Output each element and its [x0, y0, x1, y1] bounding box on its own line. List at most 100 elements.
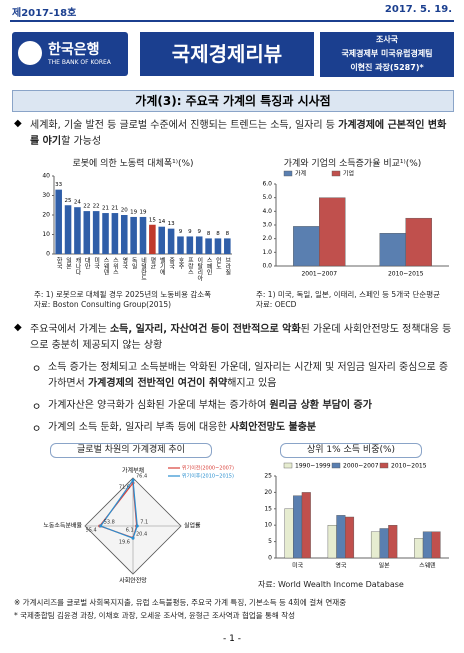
legend-label: 1990~1999 [295, 463, 331, 470]
radar-point [131, 478, 135, 482]
bullet: ◆ [14, 322, 22, 333]
value-label: 55.4 [86, 528, 97, 534]
bar [130, 216, 137, 254]
y-tick-label: 15 [264, 505, 272, 512]
value-label: 20 [121, 208, 128, 214]
radar-point [135, 524, 139, 528]
paragraph: 주요국에서 가계는 소득, 일자리, 자산여건 등이 전반적으로 악화된 가운데… [30, 322, 452, 354]
value-label: 22 [83, 204, 90, 210]
chart-notes: 주: 1) 미국, 독일, 일본, 이태리, 스페인 등 5개국 단순평균 자료:… [256, 290, 440, 310]
sub-bullet: ㅇ [32, 424, 42, 435]
bar [149, 224, 156, 254]
value-label: 6.1 [126, 528, 134, 534]
x-tick-label: 네덜란드 [140, 256, 147, 281]
y-tick-label: 20 [264, 489, 272, 496]
footnote: * 국제종합팀 김윤경 과장, 이채호 과장, 오세윤 조사역, 윤형근 조사역… [14, 611, 296, 620]
x-tick-label: 호주 [177, 257, 184, 270]
page-number: - 1 - [223, 634, 241, 644]
y-tick-label: 2.0 [262, 235, 272, 242]
x-tick-label: 캐나다 [74, 256, 81, 276]
value-label: 9 [179, 229, 183, 235]
chart-title: 상위 1% 소득 비중(%) [280, 443, 422, 458]
bar [293, 495, 303, 559]
legend-swatch [331, 170, 341, 177]
note: 자료: Boston Consulting Group(2015) [34, 300, 172, 309]
legend-label: 가계 [295, 170, 306, 178]
bar [336, 515, 346, 559]
bar [293, 226, 320, 267]
value-label: 13 [168, 221, 175, 227]
radar-point [131, 536, 135, 540]
text: 된 가운데 사회안전망도 정책대응 등으로 충분히 제공되지 않는 상황 [30, 324, 452, 351]
legend-label: 위기이전(2000~2007) [182, 465, 234, 472]
x-tick-label: 스웨덴 [102, 257, 109, 275]
bold-text: 가계경제에 근본적인 변화를 야기 [30, 120, 447, 147]
footnote: ※ 가계시리즈를 글로벌 사회복지지출, 유럽 소득불평등, 주요국 가계 특징… [14, 598, 347, 607]
dept-box: 조사국 국제경제부 미국유럽경제팀 이현진 과장(5287)* [320, 32, 454, 77]
x-tick-label: 2001~2007 [301, 271, 337, 278]
bar [167, 228, 175, 254]
bar [379, 528, 389, 559]
value-label: 76.4 [136, 474, 147, 480]
y-tick-label: 20 [42, 212, 50, 219]
note: 주: 1) 로봇으로 대체될 경우 2025년의 노동비용 감소폭 [34, 290, 212, 299]
value-label: 22 [93, 204, 100, 210]
text: 소득 증가는 정체되고 소득분배는 악화된 가운데, 일자리는 시간제 및 저임… [48, 362, 449, 389]
x-tick-label: 한국 [55, 257, 62, 270]
y-tick-label: 0 [268, 555, 272, 562]
axis-label: 실업률 [184, 522, 201, 530]
text: 가계자산은 양극화가 심화된 가운데 부채는 증가하여 [48, 400, 270, 411]
bar [205, 238, 212, 254]
x-tick-label: 평균 [149, 256, 156, 269]
bar [92, 211, 100, 254]
y-tick-label: 40 [42, 173, 50, 180]
axis-label: 노동소득분배율 [43, 522, 82, 530]
value-label: 20.4 [136, 532, 147, 538]
chart-title: 가계와 기업의 소득증가율 비교¹⁾(%) [283, 159, 422, 169]
paragraph: 세계화, 기술 발전 등 글로벌 수준에서 진행되는 트렌드는 소득, 일자리 … [30, 118, 452, 150]
value-label: 7.1 [140, 520, 148, 526]
note: 주: 1) 미국, 독일, 일본, 이태리, 스페인 등 5개국 단순평균 [256, 290, 440, 299]
value-label: 19 [140, 209, 147, 215]
chart-title: 글로벌 차원의 가계경제 추이 [50, 443, 212, 458]
x-tick-label: 미국 [292, 562, 304, 570]
axis-label: 가계부채 [122, 467, 144, 475]
x-tick-label: 일본 [379, 562, 391, 570]
legend-label: 2000~2007 [343, 463, 379, 470]
y-tick-label: 1.0 [262, 249, 272, 256]
bar [177, 236, 184, 254]
y-tick-label: 6.0 [262, 181, 272, 188]
x-tick-label: 중국 [168, 257, 175, 270]
note: 자료: OECD [256, 300, 297, 309]
y-tick-label: 25 [264, 473, 272, 480]
bar [55, 189, 62, 254]
bold-text: 소득, 일자리, 자산여건 등이 전반적으로 악화 [109, 324, 301, 335]
x-tick-label: 스페인 [205, 257, 212, 275]
value-label: 8 [207, 231, 211, 237]
chart-title: 로봇에 의한 노동력 대체폭¹⁾(%) [72, 159, 194, 169]
y-tick-label: 4.0 [262, 208, 272, 215]
y-tick-label: 5 [268, 538, 272, 545]
bar [214, 238, 222, 254]
bar [422, 531, 432, 559]
bar [195, 236, 203, 254]
sub-paragraph: 가계자산은 양극화가 심화된 가운데 부채는 증가하여 원리금 상환 부담이 증… [48, 398, 452, 414]
y-tick-label: 30 [42, 192, 50, 199]
x-tick-label: 대만 [83, 256, 90, 269]
x-tick-label: 벨기에 [158, 256, 165, 276]
bar [83, 211, 91, 254]
note: 자료: World Wealth Income Database [258, 580, 404, 589]
bar [405, 217, 432, 267]
bar [224, 238, 231, 254]
x-tick-label: 미국 [93, 256, 100, 270]
banner: 국제경제리뷰 [140, 32, 314, 76]
bar [388, 524, 398, 559]
value-label: 14 [158, 219, 165, 225]
bar [327, 524, 337, 559]
text: 할 가능성 [61, 136, 102, 147]
bar [102, 213, 109, 254]
chart: 0.0 1.0 2.0 3.0 4.0 5.0 6.0 2001~2007 2010~2015 가… [262, 170, 449, 278]
legend-label: 기업 [343, 170, 354, 178]
x-tick-label: 영국 [121, 256, 128, 270]
text: 세계화, 기술 발전 등 글로벌 수준에서 진행되는 트렌드는 소득, 일자리 … [30, 120, 339, 131]
